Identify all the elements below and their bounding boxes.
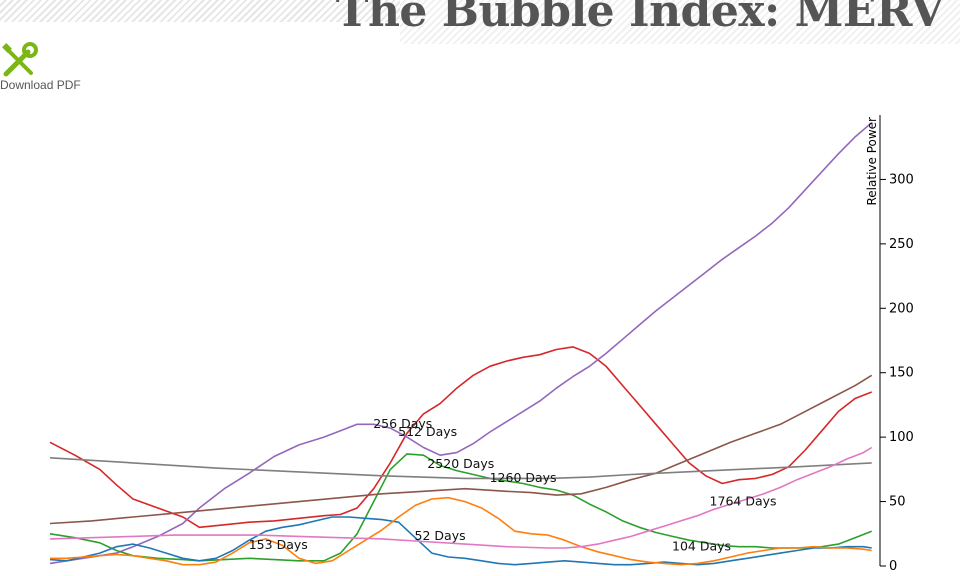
series-label-52-days: 52 Days xyxy=(415,528,466,543)
y-tick-label: 200 xyxy=(889,301,914,316)
y-tick-label: 100 xyxy=(889,430,914,445)
y-tick-label: 50 xyxy=(889,495,906,510)
title-band: The Bubble Index: MERV xyxy=(336,0,960,44)
header-stripe xyxy=(0,0,400,22)
series-label-256-days: 256 Days xyxy=(373,416,432,431)
series-label-2520-days: 2520 Days xyxy=(427,456,494,471)
series-label-1260-days: 1260 Days xyxy=(490,470,557,485)
wrench-screwdriver-icon xyxy=(0,42,38,80)
y-tick-label: 300 xyxy=(889,172,914,187)
series-line-1764-days xyxy=(49,457,872,480)
download-pdf-label: Download PDF xyxy=(0,78,81,92)
series-label-153-days: 153 Days xyxy=(249,537,308,552)
y-axis: 0 50 100 150 200 250 300 Relative Power xyxy=(865,115,914,574)
series-line-512-days xyxy=(49,122,873,565)
series-label-512-days: 512 Days xyxy=(398,424,457,439)
y-tick-label: 0 xyxy=(889,559,897,574)
y-axis-title: Relative Power xyxy=(865,117,879,206)
series-line-153-days xyxy=(50,496,872,566)
series-line-1260-days xyxy=(49,374,873,525)
series-line-256-days xyxy=(49,346,872,529)
y-tick-label: 250 xyxy=(889,237,914,252)
series-layer xyxy=(49,122,873,566)
download-pdf-button[interactable]: Download PDF xyxy=(0,42,100,96)
page-title: The Bubble Index: MERV xyxy=(335,0,945,37)
series-label-104-days: 104 Days xyxy=(672,539,731,554)
series-line-2520-days xyxy=(49,453,872,562)
y-tick-label: 150 xyxy=(889,366,914,381)
series-label-1764-days: 1764 Days xyxy=(710,493,777,508)
series-line-104-days xyxy=(49,446,873,549)
series-line-52-days xyxy=(49,516,872,566)
